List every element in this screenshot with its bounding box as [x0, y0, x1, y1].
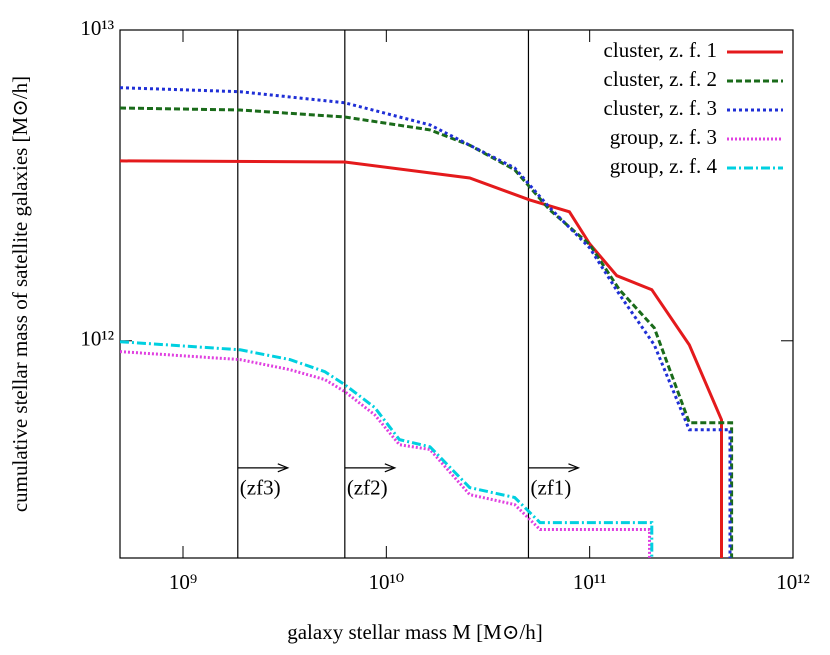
plot-lines — [120, 86, 734, 558]
y-tick-label: 10¹³ — [80, 16, 114, 40]
legend-label: cluster, z. f. 1 — [604, 38, 717, 62]
legend-label: group, z. f. 4 — [610, 154, 718, 178]
annotation: (zf3) — [240, 476, 281, 500]
series-line — [120, 106, 734, 558]
annotation: (zf1) — [530, 476, 571, 500]
x-tick-label: 10⁹ — [169, 570, 197, 594]
arrow-head — [277, 463, 290, 473]
x-tick-label: 10¹¹ — [573, 570, 607, 594]
arrow-head — [384, 463, 397, 473]
series-line — [120, 86, 732, 558]
y-axis-label: cumulative stellar mass of satellite gal… — [8, 76, 32, 512]
legend-label: cluster, z. f. 2 — [604, 67, 717, 91]
plot-frame — [119, 29, 794, 559]
x-tick-label: 10¹⁰ — [368, 570, 404, 594]
series-line — [120, 340, 654, 558]
x-axis-label: galaxy stellar mass M [M⊙/h] — [287, 620, 543, 644]
annotation: (zf2) — [347, 476, 388, 500]
legend-label: cluster, z. f. 3 — [604, 96, 717, 120]
series-line — [120, 350, 651, 558]
y-tick-label: 10¹² — [80, 327, 114, 351]
legend-label: group, z. f. 3 — [610, 125, 717, 149]
series-line — [120, 159, 723, 558]
arrow-head — [568, 463, 581, 473]
x-tick-label: 10¹² — [776, 570, 810, 594]
